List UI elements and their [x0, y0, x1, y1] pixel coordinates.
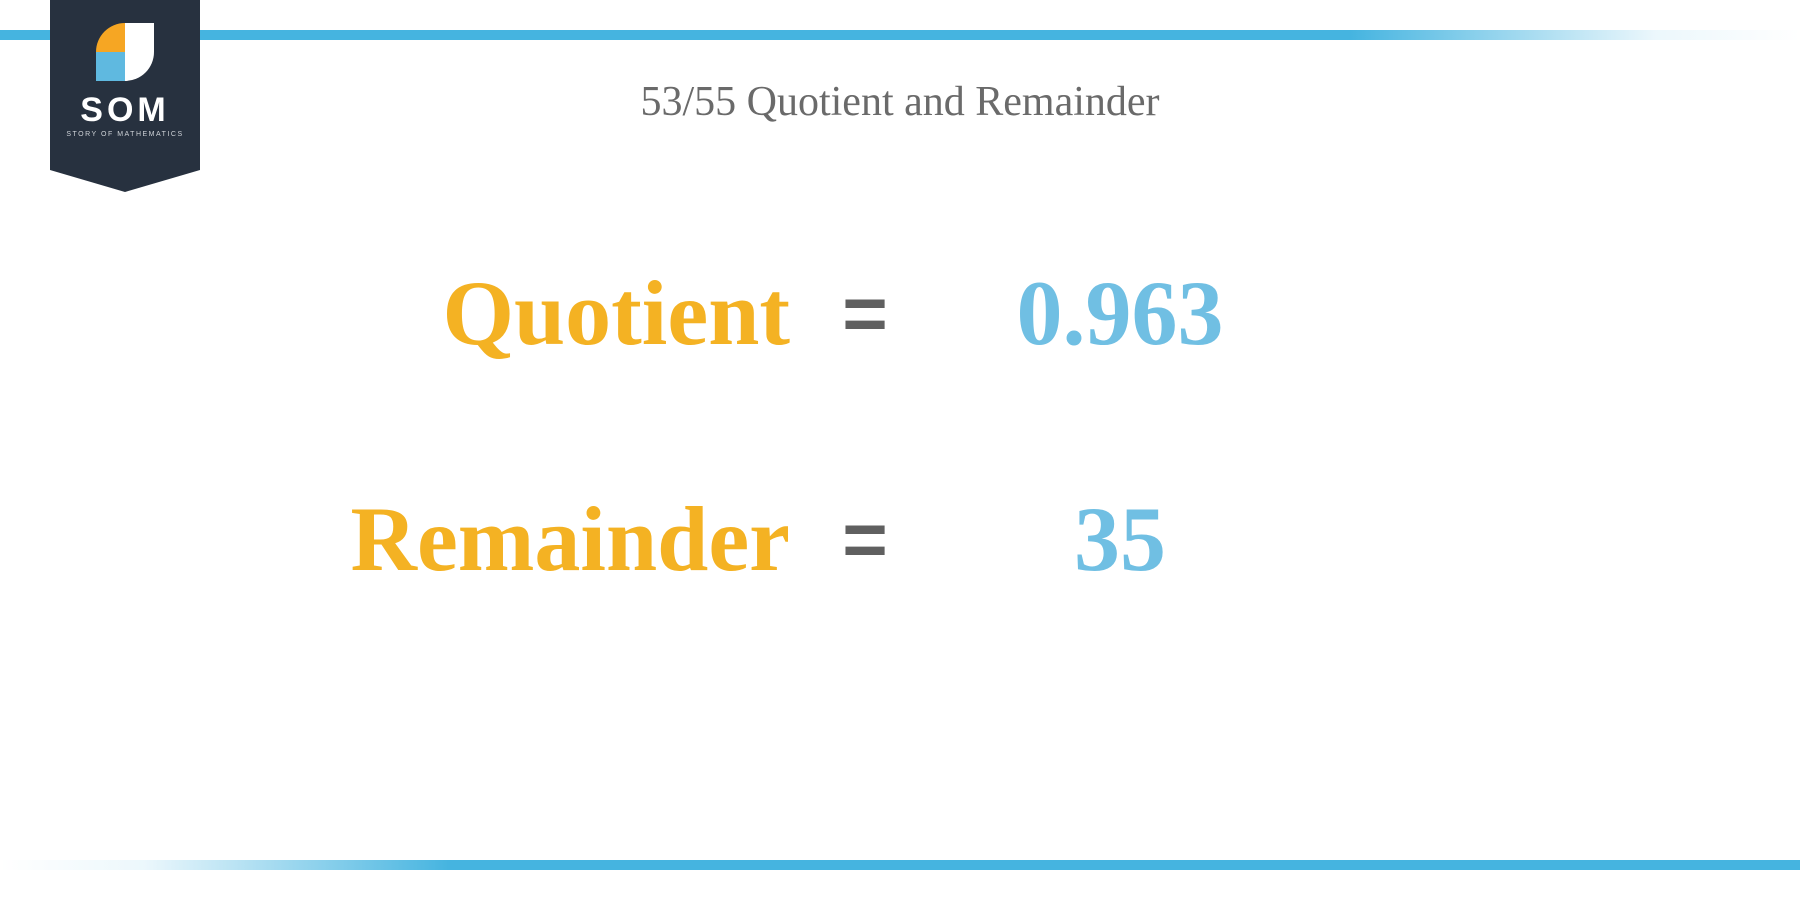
top-accent-bar	[0, 30, 1800, 40]
bottom-accent-bar	[0, 860, 1800, 870]
remainder-row: Remainder = 35	[350, 486, 1450, 592]
quotient-value: 0.963	[910, 260, 1330, 366]
page-title: 53/55 Quotient and Remainder	[0, 78, 1800, 126]
remainder-label: Remainder	[350, 486, 820, 592]
remainder-value: 35	[910, 486, 1330, 592]
results-panel: Quotient = 0.963 Remainder = 35	[350, 260, 1450, 712]
logo-sub-text: STORY OF MATHEMATICS	[66, 131, 183, 138]
quotient-label: Quotient	[350, 260, 820, 366]
equals-sign: =	[820, 494, 910, 585]
quotient-row: Quotient = 0.963	[350, 260, 1450, 366]
logo-icon	[96, 23, 154, 81]
equals-sign: =	[820, 268, 910, 359]
